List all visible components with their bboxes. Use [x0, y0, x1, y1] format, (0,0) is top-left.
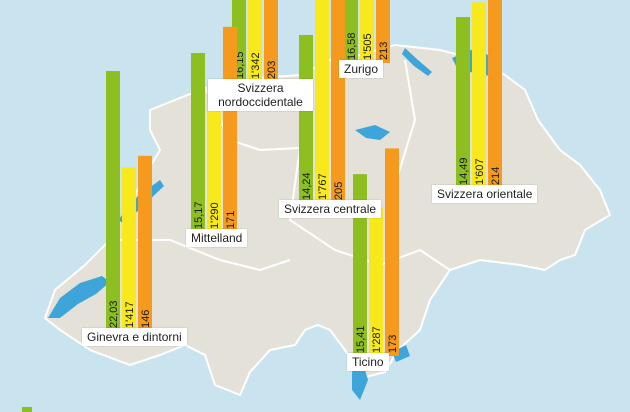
bar-value-label: 1'767 [317, 173, 329, 200]
bar [207, 83, 221, 232]
bar [472, 2, 486, 189]
bar-value-label: 22,03 [108, 300, 120, 328]
bar-value-label: 171 [225, 211, 237, 229]
bar-value-label: 1'287 [371, 326, 383, 353]
bar-value-label: 213 [378, 42, 390, 60]
bar [369, 207, 383, 356]
region-label: Ticino [347, 353, 389, 371]
bar [385, 148, 399, 356]
bar [360, 0, 374, 63]
bar [299, 34, 313, 203]
bar-value-label: 214 [490, 167, 502, 185]
bar [223, 26, 237, 232]
region-border [394, 59, 417, 186]
region-label: Svizzera centrale [279, 200, 382, 218]
bar-value-label: 1'607 [474, 158, 486, 185]
bar-value-label: 146 [140, 310, 152, 328]
bar-value-label: 15,41 [355, 325, 367, 353]
bar-value-label: 14,24 [301, 172, 313, 200]
bar [248, 0, 262, 83]
bar-value-label: 16,58 [346, 32, 358, 60]
bar [122, 167, 136, 331]
bar [331, 0, 345, 203]
lake-lugano [392, 345, 410, 362]
bar [264, 0, 278, 82]
bar-value-label: 1'505 [362, 33, 374, 60]
lake-geneva [48, 276, 110, 318]
bar-value-label: 1'290 [209, 202, 221, 229]
bar [376, 0, 390, 63]
region-label: Zurigo [339, 60, 384, 78]
bar [315, 0, 329, 204]
bar-value-label: 15,17 [193, 201, 205, 229]
bar-value-label: 14,49 [458, 157, 470, 185]
bar [344, 0, 358, 63]
bar [488, 0, 502, 188]
bar-value-label: 173 [387, 335, 399, 353]
bar [106, 71, 120, 332]
lake-zurich [402, 48, 432, 76]
bar [456, 17, 470, 188]
lake-lucerne [355, 125, 390, 140]
bar [191, 52, 205, 232]
region-label: Ginevra e dintorni [82, 328, 187, 346]
legend-swatch [22, 407, 32, 412]
bar [353, 174, 367, 356]
region-label: Svizzera nordoccidentale [208, 79, 313, 111]
region-label: Mittelland [186, 229, 248, 247]
bar-value-label: 205 [333, 182, 345, 200]
bar-value-label: 203 [266, 61, 278, 79]
bar-value-label: 1'417 [124, 301, 136, 328]
bar-value-label: 1'342 [250, 52, 262, 79]
bar [138, 155, 152, 331]
region-label: Svizzera orientale [432, 185, 538, 203]
